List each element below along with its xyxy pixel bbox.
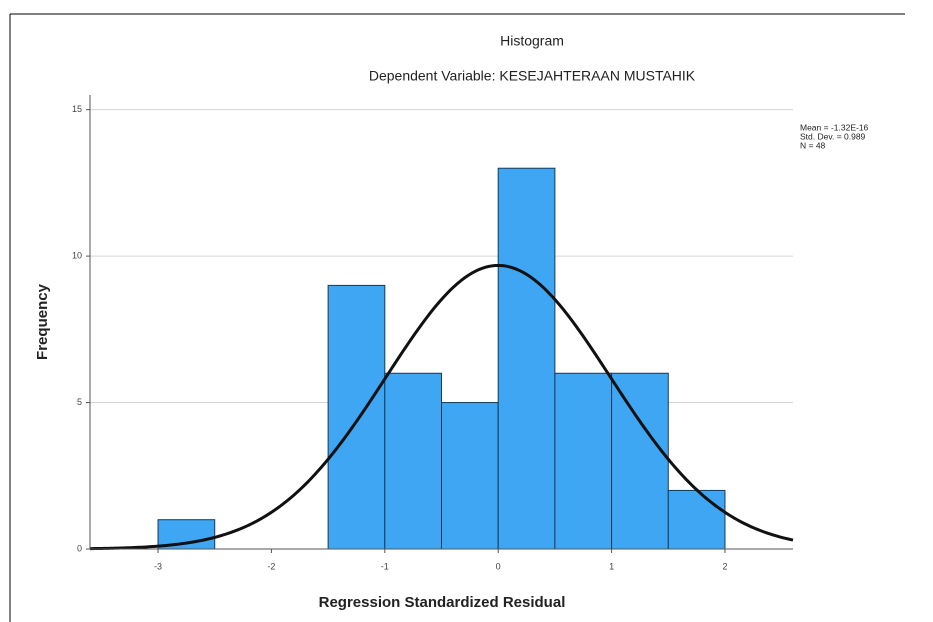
bar [328,285,385,549]
x-tick-label: -2 [267,561,275,571]
y-axis-label: Frequency [34,283,51,360]
y-tick-label: 15 [72,104,82,114]
y-tick-label: 5 [77,397,82,407]
bar [385,373,442,549]
x-tick-label: -1 [381,561,389,571]
y-tick-label: 10 [72,250,82,260]
x-axis-label: Regression Standardized Residual [319,594,566,611]
x-tick-label: 1 [609,561,614,571]
bar [612,373,669,549]
page: Histogram Dependent Variable: KESEJAHTER… [0,0,933,622]
chart-subtitle: Dependent Variable: KESEJAHTERAAN MUSTAH… [369,68,696,84]
x-tick-label: -3 [154,561,162,571]
y-tick-label: 0 [77,543,82,553]
bar [668,490,725,549]
x-tick-label: 2 [722,561,727,571]
bar [498,168,555,549]
x-tick-label: 0 [496,561,501,571]
chart: Histogram Dependent Variable: KESEJAHTER… [0,0,933,622]
chart-title: Histogram [500,33,564,49]
stats-label: N = 48 [800,140,826,150]
bar [555,373,612,549]
bar [442,403,499,549]
